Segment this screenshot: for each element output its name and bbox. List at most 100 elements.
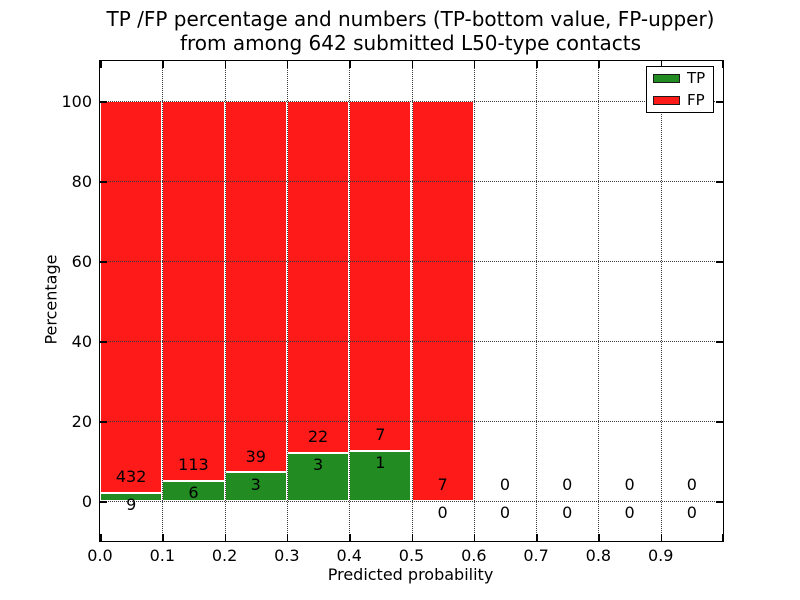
fp-count-label: 0 (624, 475, 635, 495)
x-tick-mark (286, 534, 289, 541)
x-tick-mark (660, 534, 663, 541)
fp-count-label: 0 (562, 475, 573, 495)
y-tick-mark (100, 501, 107, 503)
fp-bar-segment (162, 101, 225, 481)
fp-bar-segment (286, 101, 350, 453)
chart-title-line1: TP /FP percentage and numbers (TP-bottom… (106, 7, 715, 31)
fp-bar-segment (349, 101, 412, 451)
tp-count-label: 0 (499, 503, 511, 523)
chart-title: TP /FP percentage and numbers (TP-bottom… (99, 7, 722, 55)
vertical-gridline (349, 61, 351, 541)
y-tick-mark (100, 181, 107, 183)
vertical-gridline (598, 61, 600, 541)
x-tick-mark (224, 61, 227, 68)
x-axis-label: Predicted probability (327, 565, 494, 584)
y-tick-mark (716, 261, 723, 263)
tp-count-label: 3 (312, 455, 324, 475)
x-tick-label: 0.6 (461, 546, 487, 565)
horizontal-gridline (100, 421, 723, 422)
fp-bar-segment (100, 101, 163, 493)
legend-row: FP (653, 93, 707, 108)
tp-count-label: 0 (562, 503, 573, 523)
vertical-gridline (224, 61, 226, 541)
y-tick-mark (716, 421, 723, 423)
y-tick-mark (100, 421, 107, 423)
y-tick-mark (100, 341, 107, 343)
fp-count-label: 22 (307, 427, 329, 447)
fp-bar-segment (224, 101, 287, 473)
vertical-gridline (162, 61, 164, 541)
x-tick-label: 0.7 (523, 546, 549, 565)
x-tick-mark (411, 61, 413, 68)
y-tick-label: 100 (61, 92, 92, 111)
legend-row: TP (653, 71, 707, 86)
x-tick-label: 0.5 (398, 546, 425, 565)
horizontal-gridline (100, 341, 723, 342)
x-tick-mark (473, 61, 476, 68)
y-tick-label: 20 (71, 412, 92, 431)
x-tick-mark (162, 534, 164, 541)
x-tick-mark (349, 61, 351, 68)
horizontal-gridline (100, 501, 723, 502)
horizontal-gridline (100, 101, 723, 102)
y-tick-label: 40 (71, 332, 92, 351)
tp-count-label: 0 (624, 503, 635, 523)
vertical-gridline (660, 61, 662, 541)
x-tick-label: 0.4 (336, 546, 362, 565)
x-tick-mark (162, 61, 164, 68)
y-tick-label: 60 (71, 252, 92, 271)
vertical-gridline (536, 61, 538, 541)
vertical-gridline (411, 61, 413, 541)
x-tick-mark (660, 61, 663, 68)
y-tick-mark (716, 181, 723, 183)
fp-count-label: 113 (178, 455, 209, 475)
tp-count-label: 0 (686, 503, 697, 523)
fp-bar-segment (411, 101, 474, 501)
tp-count-label: 1 (375, 453, 386, 473)
vertical-gridline (286, 61, 288, 541)
x-tick-mark (598, 61, 600, 68)
tp-bar-segment (286, 453, 350, 501)
x-tick-label: 0.3 (274, 546, 300, 565)
x-tick-mark (286, 61, 289, 68)
x-tick-mark (473, 534, 476, 541)
fp-count-label: 432 (115, 467, 147, 487)
x-tick-mark (536, 61, 538, 68)
y-tick-mark (100, 101, 107, 103)
fp-count-label: 7 (437, 475, 448, 495)
tp-count-label: 3 (250, 474, 261, 494)
y-tick-mark (716, 501, 723, 503)
tp-bar-segment (224, 472, 287, 501)
x-tick-mark (721, 61, 723, 68)
y-tick-label: 80 (71, 172, 92, 191)
x-tick-mark (598, 534, 600, 541)
tp-legend-label: TP (687, 69, 706, 87)
chart-title-line2: from among 642 submitted L50-type contac… (179, 31, 642, 55)
plot-area: 0.0 0.1 0.2 0.3 0.4 0.5 0.6 0.7 0.8 0.9 0 20 40 60 80 1… (61, 60, 724, 565)
x-tick-mark (721, 534, 723, 541)
x-tick-label: 0.1 (149, 546, 176, 565)
y-tick-label: 0 (81, 492, 92, 511)
fp-count-label: 0 (499, 475, 511, 495)
x-tick-mark (224, 534, 227, 541)
y-tick-mark (716, 101, 723, 103)
tp-legend-swatch (653, 74, 680, 83)
tp-bar-segment (100, 492, 163, 501)
fp-legend-label: FP (687, 91, 705, 109)
x-tick-label: 0.0 (87, 546, 113, 565)
vertical-gridline (473, 61, 475, 541)
y-tick-mark (716, 341, 723, 343)
tp-count-label: 0 (437, 503, 448, 523)
tp-count-label: 6 (188, 483, 199, 503)
x-tick-mark (411, 534, 413, 541)
x-tick-mark (100, 61, 102, 68)
y-tick-mark (100, 261, 107, 263)
x-tick-mark (349, 534, 351, 541)
horizontal-gridline (100, 261, 723, 262)
fp-count-label: 7 (375, 425, 386, 445)
tp-count-label: 9 (126, 495, 137, 515)
fp-legend-swatch (653, 96, 680, 105)
fp-count-label: 0 (686, 475, 697, 495)
x-tick-mark (536, 534, 538, 541)
